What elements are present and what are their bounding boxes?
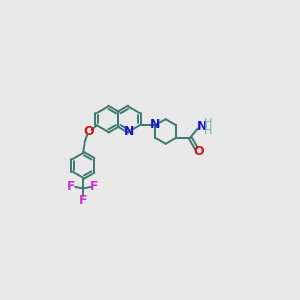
Text: N: N — [150, 118, 160, 131]
Text: N: N — [197, 120, 208, 134]
Text: H: H — [204, 126, 212, 136]
Text: N: N — [124, 125, 134, 138]
Text: F: F — [67, 180, 76, 194]
Text: O: O — [83, 125, 94, 138]
Text: F: F — [79, 194, 87, 206]
Text: F: F — [90, 180, 99, 194]
Text: H: H — [204, 118, 212, 128]
Text: O: O — [193, 145, 204, 158]
